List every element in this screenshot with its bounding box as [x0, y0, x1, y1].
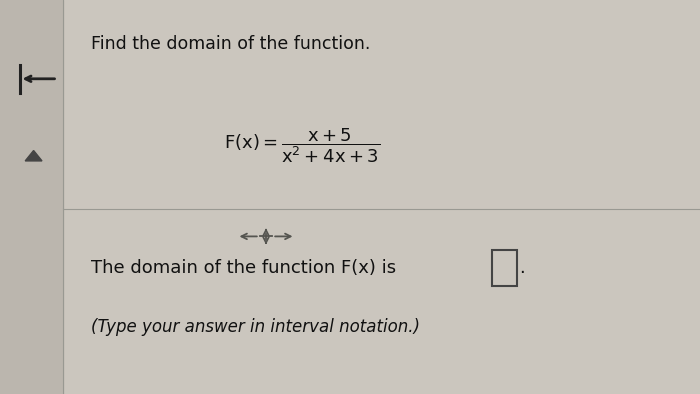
Bar [492, 250, 517, 286]
Bar [0, 0, 63, 394]
Polygon shape [25, 151, 42, 161]
Text: The domain of the function F(x) is: The domain of the function F(x) is [91, 259, 396, 277]
Text: (Type your answer in interval notation.): (Type your answer in interval notation.) [91, 318, 420, 336]
Text: $\mathregular{F(x) = \dfrac{x+5}{x^{2}+4x+3}}$: $\mathregular{F(x) = \dfrac{x+5}{x^{2}+4… [224, 126, 380, 165]
Text: .: . [519, 259, 525, 277]
Text: Find the domain of the function.: Find the domain of the function. [91, 35, 370, 54]
